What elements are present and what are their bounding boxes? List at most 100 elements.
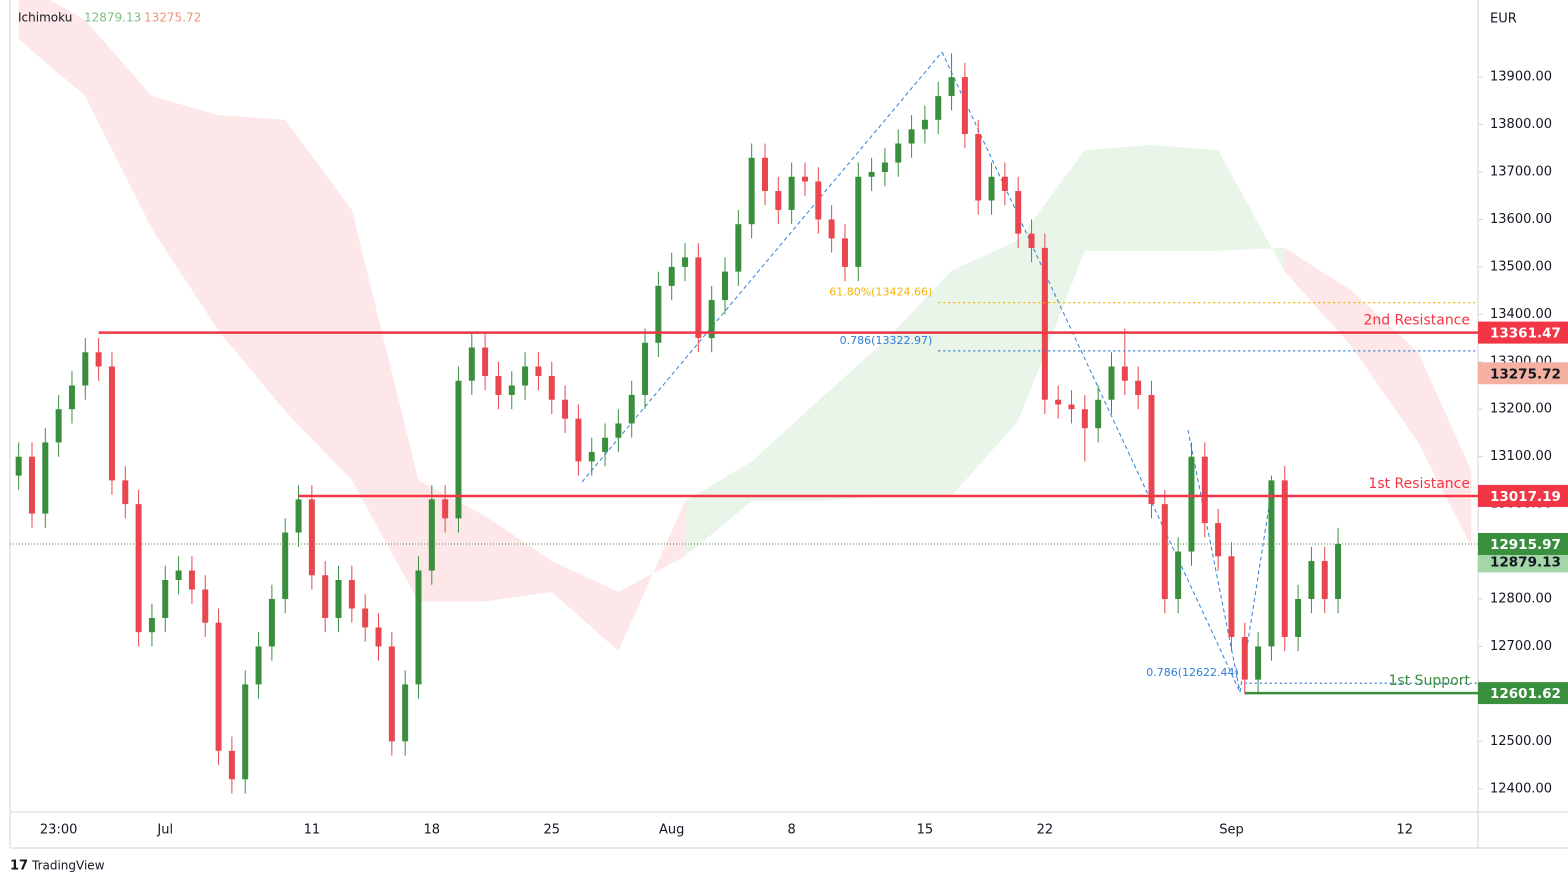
candle-body	[1108, 366, 1115, 400]
candle-body	[108, 366, 115, 481]
y-tick-label: 12700.00	[1490, 639, 1552, 654]
candle-body	[1281, 480, 1288, 637]
candle-body	[575, 418, 582, 462]
cloud-segment	[1084, 144, 1152, 251]
candle-body	[1055, 399, 1062, 405]
x-tick-label: Aug	[659, 823, 684, 838]
candle-body	[908, 129, 915, 144]
x-tick-label: Sep	[1219, 823, 1244, 838]
candle-body	[268, 598, 275, 647]
price-tag-label: 13275.72	[1490, 366, 1561, 382]
candle-body	[282, 532, 289, 599]
candle-body	[482, 347, 489, 377]
candle-body	[1095, 399, 1102, 429]
cloud-segment	[818, 340, 885, 502]
fib-label: 61.80%(13424.66)	[829, 286, 932, 299]
cloud-layer	[18, 0, 1472, 652]
candle-body	[1175, 551, 1182, 599]
currency: EUR	[1490, 12, 1517, 27]
indicator-name: Ichimoku	[18, 11, 72, 25]
indicator-value: 13275.72	[144, 11, 201, 25]
candle-body	[15, 456, 22, 476]
price-tag-label: 13017.19	[1490, 489, 1561, 505]
cloud-segment	[151, 96, 219, 331]
candle-body	[682, 257, 689, 267]
candle-body	[1121, 366, 1128, 381]
y-tick-label: 13600.00	[1490, 212, 1552, 227]
candle-body	[775, 190, 782, 210]
candle-body	[228, 750, 235, 780]
candle-body	[28, 456, 35, 514]
x-tick-label: Jul	[156, 823, 173, 838]
candle-body	[761, 157, 768, 191]
fib-label: 0.786(12622.44)	[1146, 666, 1239, 679]
candle-body	[642, 342, 649, 395]
trend-line	[941, 51, 1241, 693]
cloud-segment	[1284, 247, 1352, 347]
cloud-segment	[351, 209, 419, 602]
candle-body	[322, 575, 329, 618]
candle-body	[1028, 233, 1035, 248]
candle-body	[1201, 456, 1208, 524]
price-tag	[1478, 321, 1568, 344]
candle-body	[1215, 523, 1222, 557]
candle-body	[961, 77, 968, 135]
candle-body	[255, 646, 262, 685]
cloud-segment	[1151, 144, 1219, 251]
candle-body	[1135, 380, 1142, 395]
candle-body	[815, 181, 822, 220]
level-label: 1st Resistance	[1368, 476, 1470, 492]
x-tick-label: 12	[1396, 823, 1413, 838]
y-tick-label: 13800.00	[1490, 117, 1552, 132]
price-tag	[1478, 484, 1568, 507]
candle-body	[1228, 556, 1235, 637]
candle-body	[735, 224, 742, 272]
price-tag	[1478, 550, 1568, 573]
candle-body	[1001, 176, 1008, 191]
logo: 17 TradingView	[10, 859, 105, 874]
fib-label: 0.786(13322.97)	[840, 334, 933, 347]
candle-body	[1321, 561, 1328, 599]
cloud-segment	[685, 461, 752, 557]
price-tag	[1478, 682, 1568, 705]
y-tick-label: 13500.00	[1490, 259, 1552, 274]
cloud-segment	[884, 270, 952, 497]
candle-body	[308, 499, 315, 576]
candle-body	[295, 499, 302, 533]
candle-body	[668, 266, 675, 286]
candle-body	[562, 399, 569, 419]
y-tick-label: 12500.00	[1490, 734, 1552, 749]
candle-body	[548, 376, 555, 400]
candle-body	[1308, 561, 1315, 599]
x-tick-label: 23:00	[40, 823, 77, 838]
cloud-segment	[485, 515, 552, 602]
candle-body	[522, 366, 529, 386]
candle-body	[695, 257, 702, 339]
candle-body	[188, 570, 195, 590]
candle-body	[402, 684, 409, 742]
candle-body	[788, 176, 795, 210]
candle-body	[921, 119, 928, 130]
cloud-segment	[1218, 150, 1285, 272]
candle-body	[135, 504, 142, 633]
candle-body	[55, 409, 62, 443]
y-tick-label: 13400.00	[1490, 307, 1552, 322]
candle-body	[415, 570, 422, 685]
cloud-segment	[1351, 290, 1419, 443]
price-tag	[1478, 362, 1568, 385]
candle-body	[988, 176, 995, 201]
y-tick-label: 13100.00	[1490, 449, 1552, 464]
y-tick-label: 13200.00	[1490, 402, 1552, 417]
candle-body	[1148, 394, 1155, 505]
candle-body	[82, 352, 89, 386]
candle-body	[1068, 404, 1075, 410]
candle-body	[1188, 456, 1195, 552]
candle-body	[42, 442, 49, 514]
candle-body	[68, 385, 75, 410]
candle-body	[948, 77, 955, 97]
cloud-segment	[751, 400, 819, 502]
price-tag-label: 12601.62	[1490, 686, 1561, 702]
trend-line	[1239, 499, 1271, 693]
price-tag-label: 12879.13	[1490, 554, 1561, 570]
